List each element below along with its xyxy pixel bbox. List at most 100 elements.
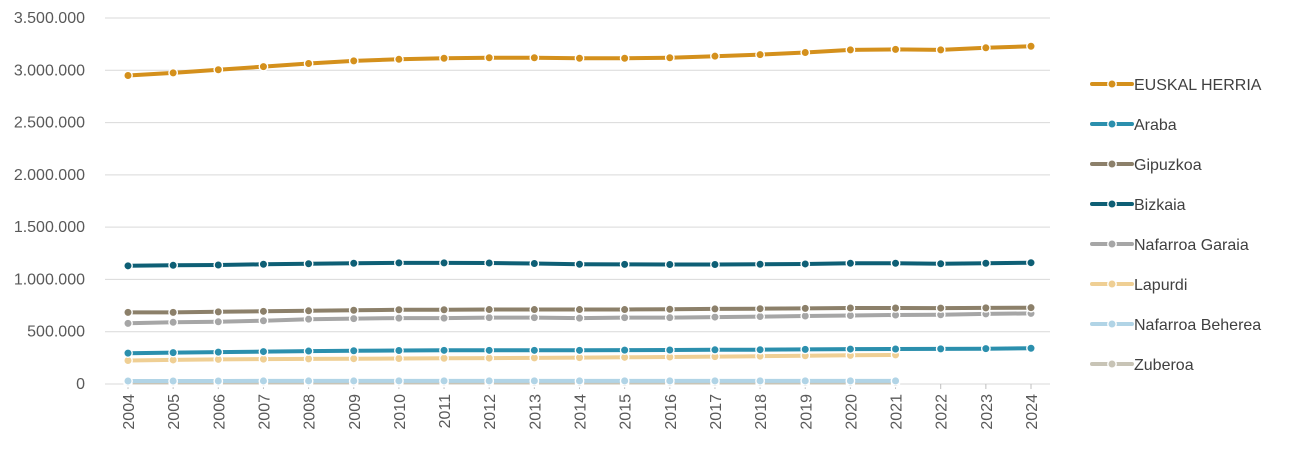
- data-point: [755, 375, 765, 386]
- legend-label: Bizkaia: [1134, 197, 1186, 214]
- data-point: [529, 312, 540, 323]
- legend-label: Nafarroa Garaia: [1134, 237, 1249, 254]
- legend-swatch-marker: [1107, 159, 1117, 169]
- legend-item: Bizkaia: [1090, 197, 1186, 214]
- x-tick-label: 2007: [256, 394, 273, 430]
- data-point: [303, 376, 314, 386]
- data-point: [168, 68, 179, 78]
- data-point: [348, 376, 359, 386]
- y-tick-label: 1.000.000: [14, 271, 85, 288]
- x-tick-label: 2012: [482, 394, 499, 430]
- data-point: [710, 344, 720, 355]
- x-tick-label: 2006: [211, 394, 228, 430]
- data-point: [845, 303, 856, 313]
- data-point: [755, 303, 765, 314]
- data-point: [845, 344, 856, 354]
- data-point: [935, 44, 946, 55]
- series-nafarroa-beherea: [123, 375, 901, 386]
- legend-swatch-marker: [1107, 119, 1117, 129]
- x-tick-label: 2018: [753, 394, 770, 430]
- data-point: [348, 55, 359, 66]
- data-point: [755, 311, 765, 322]
- data-point: [439, 345, 449, 356]
- data-point: [710, 259, 720, 270]
- data-point: [393, 345, 404, 356]
- data-point: [529, 345, 540, 356]
- data-point: [213, 306, 224, 317]
- data-point: [439, 375, 449, 386]
- data-point: [258, 61, 269, 72]
- data-point: [845, 258, 856, 269]
- data-point: [484, 258, 495, 268]
- data-point: [664, 259, 675, 270]
- data-point: [439, 258, 449, 268]
- x-tick-label: 2021: [889, 394, 906, 430]
- data-point: [935, 303, 946, 313]
- data-point: [258, 315, 269, 326]
- x-tick-label: 2017: [708, 394, 725, 430]
- data-point: [303, 354, 314, 364]
- data-point: [348, 353, 359, 364]
- legend-label: Lapurdi: [1134, 277, 1187, 294]
- data-point: [123, 318, 133, 329]
- data-point: [619, 345, 630, 356]
- series-araba: [123, 343, 1036, 359]
- data-point: [800, 303, 811, 314]
- legend-swatch-marker: [1107, 199, 1117, 209]
- x-tick-label: 2024: [1024, 394, 1041, 430]
- y-tick-label: 0: [76, 376, 85, 393]
- data-point: [574, 375, 585, 386]
- data-point: [484, 345, 495, 356]
- data-point: [168, 347, 179, 358]
- data-point: [439, 353, 449, 364]
- legend-swatch-marker: [1107, 79, 1117, 89]
- data-point: [755, 344, 765, 355]
- data-point: [619, 53, 630, 64]
- data-point: [303, 314, 314, 325]
- data-point: [258, 306, 269, 317]
- x-tick-label: 2023: [979, 394, 996, 430]
- x-tick-label: 2010: [392, 394, 409, 430]
- data-point: [168, 260, 179, 271]
- data-point: [1026, 41, 1036, 52]
- grid: [105, 17, 1050, 385]
- legend-item: EUSKAL HERRIA: [1090, 77, 1262, 94]
- legend-label: Zuberoa: [1134, 357, 1194, 374]
- data-point: [168, 307, 179, 318]
- data-point: [664, 375, 675, 386]
- data-point: [303, 346, 314, 356]
- legend-swatch-marker: [1107, 279, 1117, 289]
- y-tick-label: 3.500.000: [14, 10, 85, 27]
- data-point: [574, 345, 585, 356]
- legend-swatch-marker: [1107, 239, 1117, 249]
- data-point: [213, 376, 224, 386]
- y-tick-label: 3.000.000: [14, 62, 85, 79]
- data-point: [213, 316, 224, 327]
- data-point: [393, 375, 404, 386]
- data-point: [574, 304, 585, 315]
- legend-item: Zuberoa: [1090, 357, 1194, 374]
- data-point: [484, 375, 495, 386]
- data-point: [890, 375, 901, 386]
- legend-item: Nafarroa Garaia: [1090, 237, 1249, 254]
- series-line: [126, 352, 898, 363]
- data-point: [123, 307, 133, 318]
- data-point: [800, 259, 811, 269]
- x-tick-label: 2016: [663, 394, 680, 430]
- data-point: [800, 47, 811, 58]
- data-point: [980, 343, 991, 354]
- data-point: [303, 305, 314, 316]
- data-point: [845, 44, 856, 55]
- legend-item: Lapurdi: [1090, 277, 1187, 294]
- data-point: [529, 258, 540, 269]
- y-tick-label: 2.500.000: [14, 115, 85, 132]
- legend: EUSKAL HERRIA Araba Gipuzkoa Bizkaia Nafarro…: [1090, 77, 1262, 374]
- data-point: [980, 42, 991, 53]
- data-point: [393, 258, 404, 268]
- data-point: [710, 304, 720, 314]
- data-point: [348, 258, 359, 269]
- data-point: [980, 258, 991, 269]
- legend-label: EUSKAL HERRIA: [1134, 77, 1262, 94]
- data-point: [439, 313, 449, 324]
- series-nafarroa-garaia: [123, 308, 1036, 329]
